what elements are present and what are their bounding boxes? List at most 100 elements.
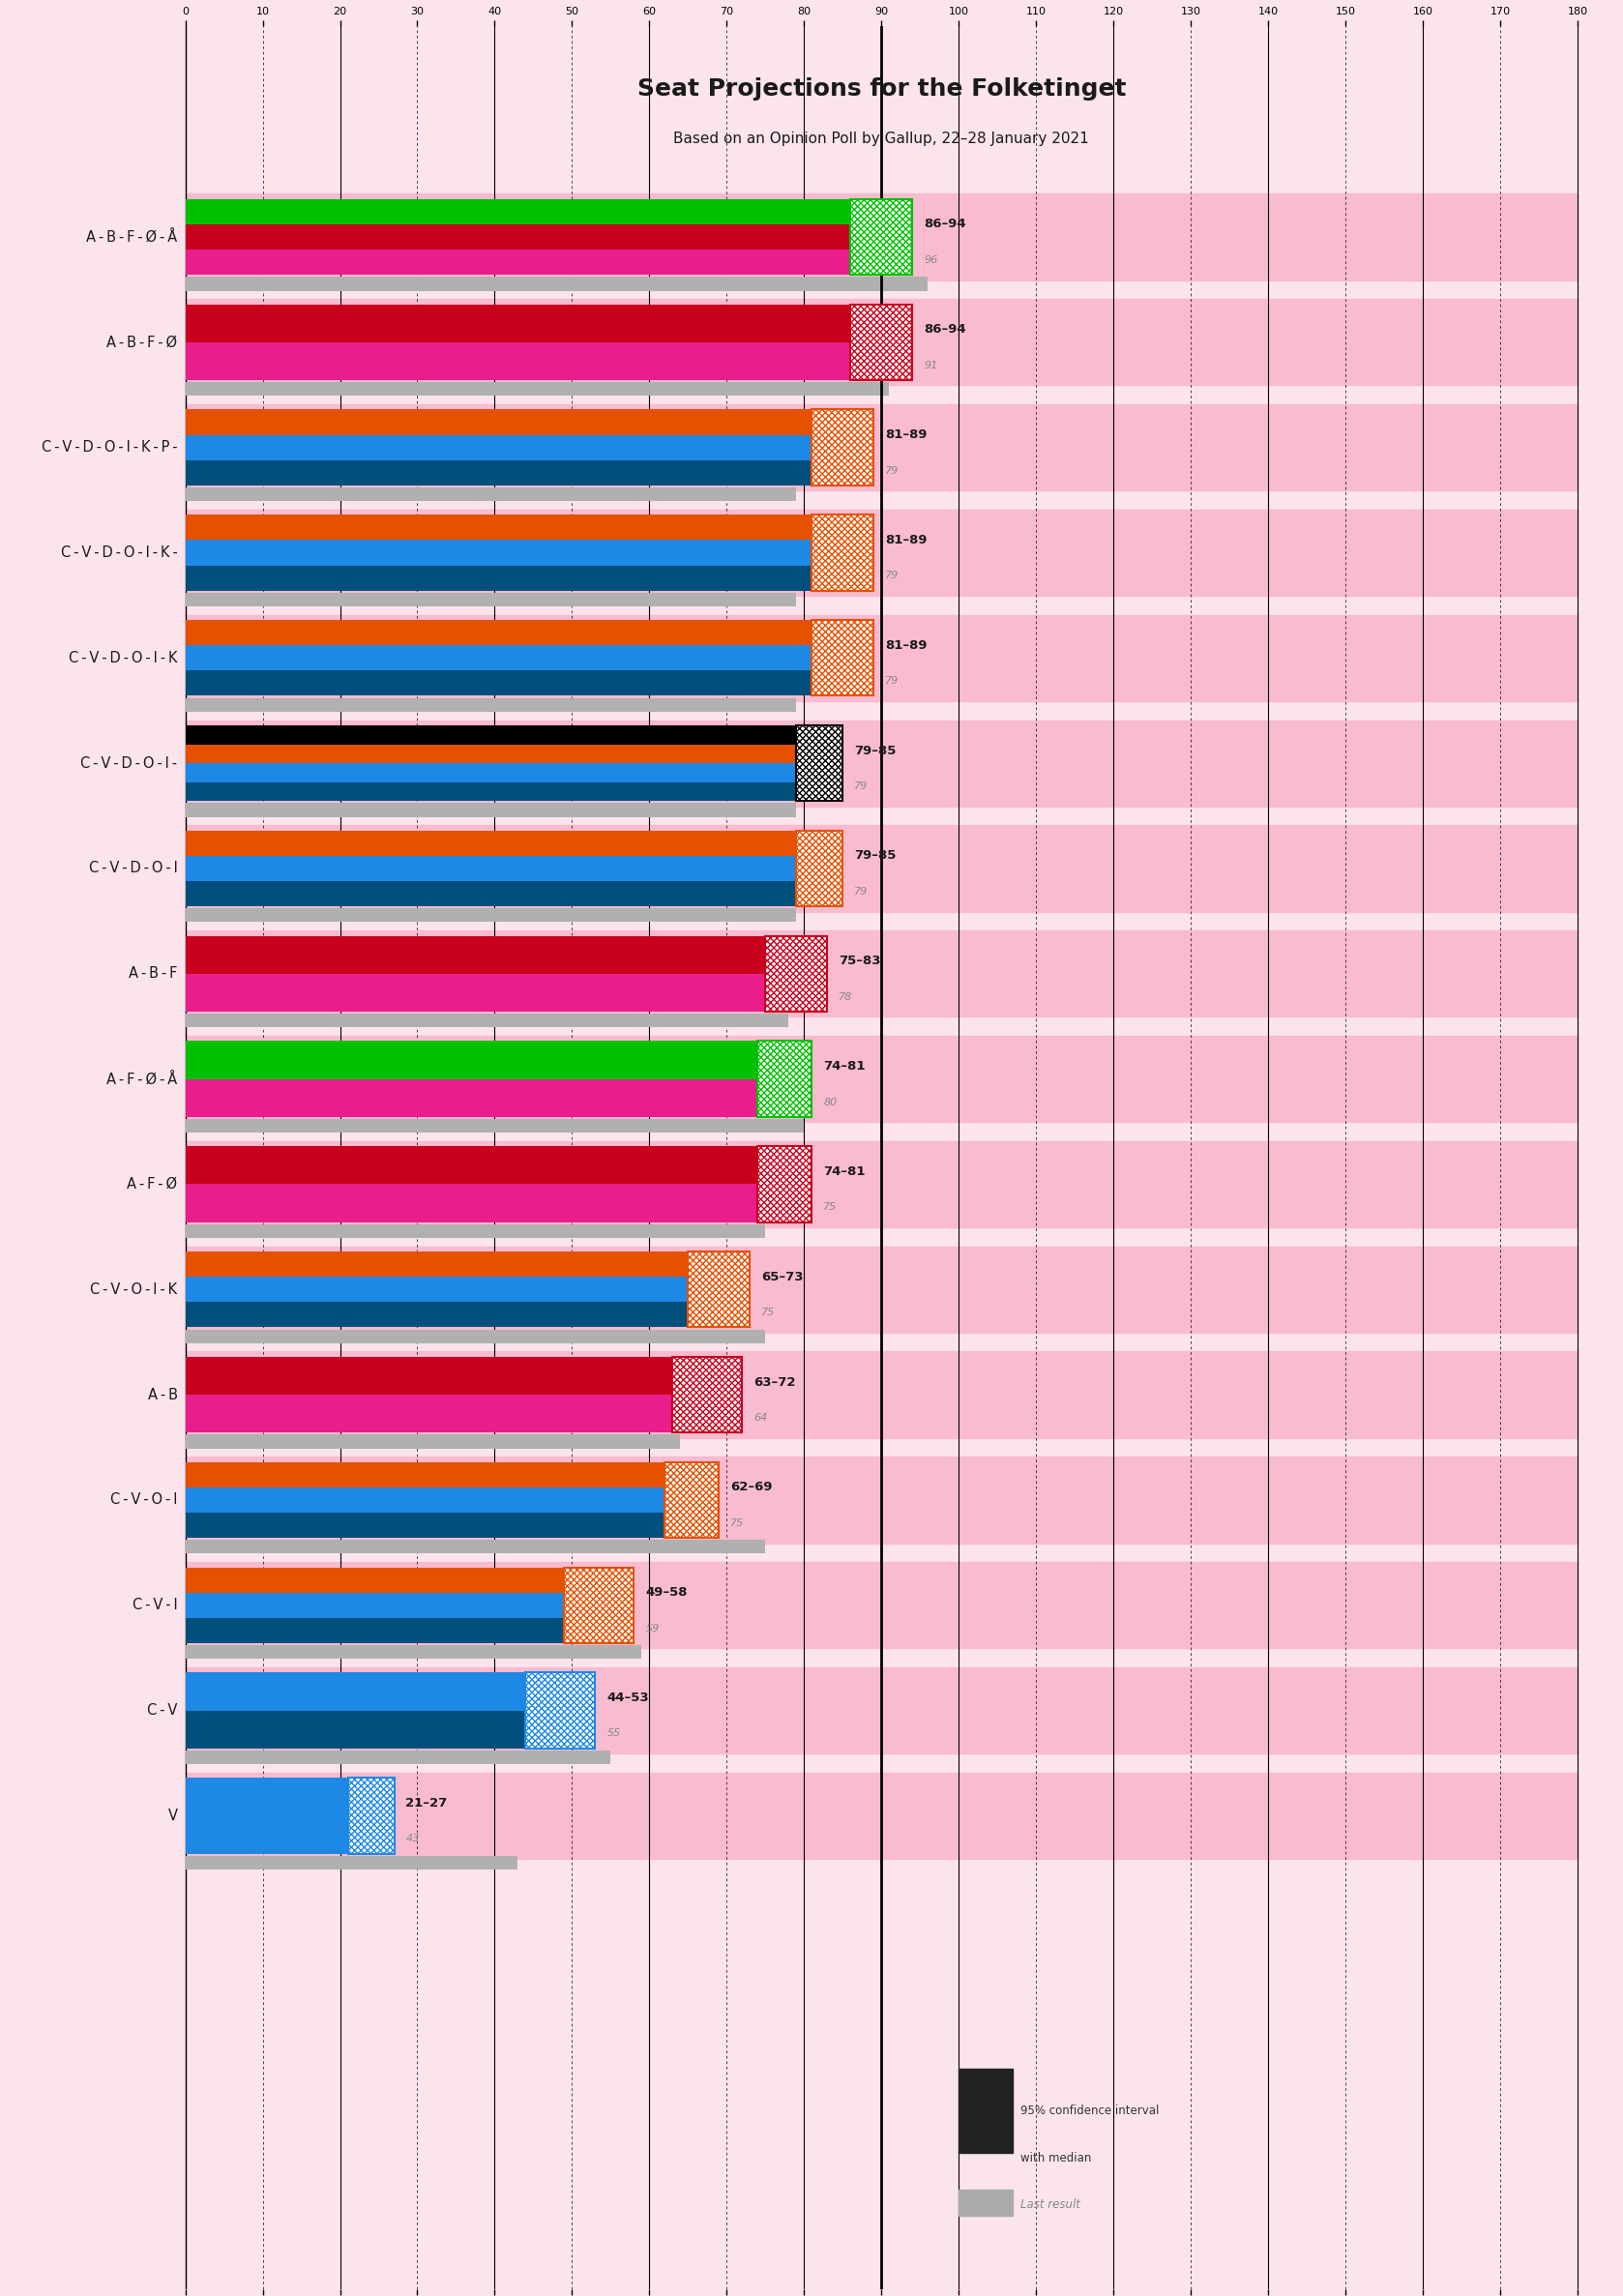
Text: 65–73: 65–73 bbox=[761, 1270, 803, 1283]
Text: 75: 75 bbox=[761, 1309, 776, 1318]
Text: 79: 79 bbox=[885, 572, 899, 581]
Bar bbox=[526, 1671, 596, 1747]
Bar bbox=[812, 409, 873, 484]
Bar bbox=[185, 744, 820, 762]
Bar bbox=[185, 1435, 680, 1449]
Text: 75–83: 75–83 bbox=[839, 955, 881, 967]
Bar bbox=[185, 831, 820, 856]
Bar bbox=[812, 620, 873, 696]
Text: A - F - Ø - Å: A - F - Ø - Å bbox=[107, 1072, 177, 1086]
Bar bbox=[185, 937, 797, 974]
Bar bbox=[185, 540, 842, 565]
Bar bbox=[185, 1079, 786, 1116]
Bar bbox=[185, 200, 881, 225]
Bar bbox=[185, 1541, 766, 1554]
Text: 59: 59 bbox=[646, 1623, 659, 1632]
Bar bbox=[185, 620, 842, 645]
Bar bbox=[185, 342, 881, 381]
Bar bbox=[185, 404, 1578, 491]
Bar bbox=[185, 1357, 708, 1394]
Bar bbox=[812, 514, 873, 590]
Bar bbox=[812, 620, 873, 696]
Text: 43: 43 bbox=[406, 1835, 419, 1844]
Text: V: V bbox=[167, 1809, 177, 1823]
Bar bbox=[185, 856, 820, 882]
Text: 49–58: 49–58 bbox=[646, 1587, 688, 1598]
Bar bbox=[185, 1513, 691, 1538]
Bar bbox=[185, 193, 1578, 280]
Text: C - V - O - I - K: C - V - O - I - K bbox=[91, 1281, 177, 1297]
Bar bbox=[185, 1619, 599, 1644]
Bar bbox=[185, 882, 820, 907]
Bar bbox=[766, 937, 828, 1013]
Text: 79: 79 bbox=[885, 677, 899, 687]
Bar bbox=[526, 1671, 596, 1747]
Text: 79: 79 bbox=[885, 466, 899, 475]
Bar bbox=[758, 1040, 812, 1116]
Bar bbox=[812, 409, 873, 484]
Text: 80: 80 bbox=[823, 1097, 837, 1107]
Bar bbox=[672, 1357, 742, 1433]
Bar bbox=[665, 1463, 719, 1538]
Text: C - V - D - O - I: C - V - D - O - I bbox=[89, 861, 177, 875]
Text: C - V - O - I: C - V - O - I bbox=[110, 1492, 177, 1506]
Bar bbox=[185, 1456, 1578, 1543]
Bar bbox=[185, 1777, 372, 1853]
Bar bbox=[185, 487, 797, 501]
Text: 81–89: 81–89 bbox=[885, 429, 927, 441]
Bar bbox=[185, 298, 1578, 386]
Bar bbox=[185, 510, 1578, 597]
Bar bbox=[185, 250, 881, 276]
Text: 75: 75 bbox=[730, 1518, 745, 1527]
Text: Seat Projections for the Folketinget: Seat Projections for the Folketinget bbox=[636, 78, 1126, 101]
Bar bbox=[185, 645, 842, 670]
Bar bbox=[688, 1251, 750, 1327]
Bar bbox=[185, 1013, 789, 1026]
Bar bbox=[185, 1463, 691, 1488]
Bar bbox=[959, 2190, 1013, 2216]
Text: 75: 75 bbox=[823, 1203, 837, 1212]
Bar bbox=[185, 1855, 518, 1869]
Text: 86–94: 86–94 bbox=[923, 324, 966, 335]
Bar bbox=[185, 1667, 1578, 1754]
Text: 79: 79 bbox=[854, 781, 868, 792]
Bar bbox=[185, 225, 881, 250]
Bar bbox=[185, 615, 1578, 700]
Text: 63–72: 63–72 bbox=[753, 1375, 795, 1389]
Bar bbox=[185, 1035, 1578, 1123]
Text: 79–85: 79–85 bbox=[854, 744, 896, 758]
Text: 91: 91 bbox=[923, 360, 938, 370]
Text: 74–81: 74–81 bbox=[823, 1166, 865, 1178]
Bar bbox=[959, 2069, 1013, 2151]
Bar bbox=[185, 909, 797, 923]
Bar bbox=[185, 1247, 1578, 1332]
Bar bbox=[758, 1146, 812, 1221]
Bar bbox=[185, 670, 842, 696]
Bar bbox=[565, 1568, 635, 1644]
Bar bbox=[185, 824, 1578, 912]
Bar bbox=[185, 1352, 1578, 1437]
Bar bbox=[347, 1777, 394, 1853]
Bar bbox=[185, 726, 820, 744]
Bar bbox=[766, 937, 828, 1013]
Text: 86–94: 86–94 bbox=[923, 218, 966, 230]
Bar bbox=[758, 1146, 812, 1221]
Bar bbox=[850, 200, 912, 276]
Bar bbox=[185, 1593, 599, 1619]
Text: 79: 79 bbox=[854, 886, 868, 895]
Bar bbox=[185, 459, 842, 484]
Text: C - V - I: C - V - I bbox=[133, 1598, 177, 1612]
Bar bbox=[185, 1488, 691, 1513]
Text: 81–89: 81–89 bbox=[885, 533, 927, 546]
Bar bbox=[185, 762, 820, 783]
Bar bbox=[185, 1711, 560, 1747]
Bar bbox=[688, 1251, 750, 1327]
Text: 64: 64 bbox=[753, 1412, 768, 1424]
Text: 55: 55 bbox=[607, 1729, 620, 1738]
Bar bbox=[185, 592, 797, 606]
Bar bbox=[665, 1463, 719, 1538]
Text: A - F - Ø: A - F - Ø bbox=[127, 1178, 177, 1192]
Bar bbox=[185, 434, 842, 459]
Text: 96: 96 bbox=[923, 255, 938, 264]
Text: 21–27: 21–27 bbox=[406, 1798, 448, 1809]
